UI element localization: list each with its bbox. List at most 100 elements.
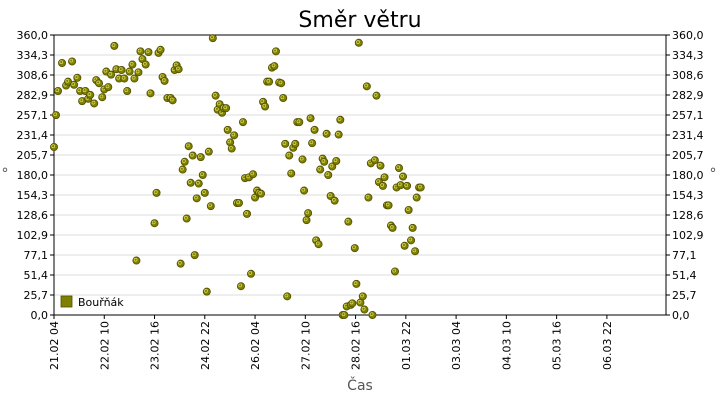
y-tick-label-right: 180,0: [672, 169, 704, 182]
data-point: [368, 310, 377, 319]
data-point: [90, 99, 99, 108]
data-point: [308, 139, 317, 148]
data-point: [156, 45, 165, 54]
data-point: [206, 202, 215, 211]
data-point: [110, 41, 119, 50]
x-tick-label: 24.02 22: [199, 321, 212, 370]
data-point: [354, 38, 363, 47]
data-point: [372, 91, 381, 100]
data-point: [200, 188, 209, 197]
data-point: [390, 267, 399, 276]
data-point: [211, 91, 220, 100]
y-tick-label-right: 308,6: [672, 69, 704, 82]
data-point: [412, 193, 421, 202]
data-point: [234, 198, 243, 207]
y-tick-label-left: 231,4: [17, 129, 49, 142]
data-point: [230, 131, 239, 140]
y-tick-label-right: 231,4: [672, 129, 704, 142]
y-tick-label-right: 257,1: [672, 109, 704, 122]
data-point: [362, 82, 371, 91]
data-point: [304, 209, 313, 218]
data-point: [285, 151, 294, 160]
y-tick-label-right: 360,0: [672, 29, 704, 42]
y-tick-label-right: 51,4: [672, 269, 697, 282]
data-point: [265, 77, 274, 86]
data-point: [306, 114, 315, 123]
data-point: [227, 144, 236, 153]
x-tick-label: 06.03 22: [601, 321, 614, 370]
data-point: [384, 201, 393, 210]
data-point: [196, 153, 205, 162]
data-point: [283, 292, 292, 301]
data-point: [54, 87, 63, 96]
y-tick-label-left: 205,7: [17, 149, 49, 162]
data-point: [281, 139, 290, 148]
x-tick-label: 05.03 16: [551, 321, 564, 370]
y-tick-label-left: 25,7: [24, 289, 49, 302]
data-point: [340, 310, 349, 319]
data-point: [73, 73, 82, 82]
y-tick-label-left: 282,9: [17, 89, 49, 102]
data-point: [332, 156, 341, 165]
y-tick-label-left: 308,6: [17, 69, 49, 82]
data-point: [128, 60, 137, 69]
y-tick-label-right: 102,9: [672, 229, 704, 242]
x-tick-label: 27.02 10: [299, 321, 312, 370]
y-tick-label-left: 180,0: [17, 169, 49, 182]
data-point: [395, 163, 404, 172]
y-axis-label-left: °: [2, 166, 9, 182]
data-point: [314, 240, 323, 249]
grid: [54, 54, 666, 296]
data-point: [130, 74, 139, 83]
y-tick-label-left: 154,3: [17, 189, 49, 202]
data-point: [358, 292, 367, 301]
data-point: [324, 170, 333, 179]
data-point: [160, 76, 169, 85]
data-point: [168, 96, 177, 105]
data-point: [52, 111, 61, 120]
y-axis-right: 0,0 25,7 51,4 77,1 102,9 128,6 154,3 180,0 205,7…: [666, 29, 704, 322]
data-point: [138, 55, 147, 64]
data-point: [348, 299, 357, 308]
data-point: [316, 165, 325, 174]
data-point: [238, 118, 247, 127]
data-point: [336, 115, 345, 124]
data-point: [98, 93, 107, 102]
data-point: [184, 142, 193, 151]
data-point: [376, 161, 385, 170]
x-tick-label: 28.02 16: [350, 321, 363, 370]
data-point: [378, 181, 387, 190]
data-point: [271, 47, 280, 56]
data-point: [261, 102, 270, 111]
data-point: [247, 269, 256, 278]
data-point: [328, 162, 337, 171]
data-point: [50, 142, 59, 151]
data-point: [416, 183, 425, 192]
data-point: [180, 157, 189, 166]
data-point: [380, 173, 389, 182]
chart-title: Směr větru: [298, 8, 421, 33]
data-point: [120, 74, 129, 83]
y-tick-label-left: 102,9: [17, 229, 49, 242]
x-tick-label: 22.02 10: [98, 321, 111, 370]
data-point: [204, 147, 213, 156]
data-point: [141, 60, 150, 69]
data-point: [403, 181, 412, 190]
data-point: [198, 170, 207, 179]
data-point: [152, 188, 161, 197]
y-tick-label-right: 205,7: [672, 149, 704, 162]
data-point: [370, 156, 379, 165]
data-point: [190, 251, 199, 260]
legend-swatch: [60, 295, 73, 308]
y-tick-label-left: 257,1: [17, 109, 49, 122]
data-point: [298, 155, 307, 164]
data-point: [236, 282, 245, 291]
data-point: [344, 217, 353, 226]
data-point: [249, 170, 258, 179]
y-tick-label-right: 0,0: [672, 309, 690, 322]
y-tick-label-left: 51,4: [24, 269, 49, 282]
legend: Bouřňák: [60, 295, 124, 309]
data-point: [146, 89, 155, 98]
y-tick-label-right: 282,9: [672, 89, 704, 102]
